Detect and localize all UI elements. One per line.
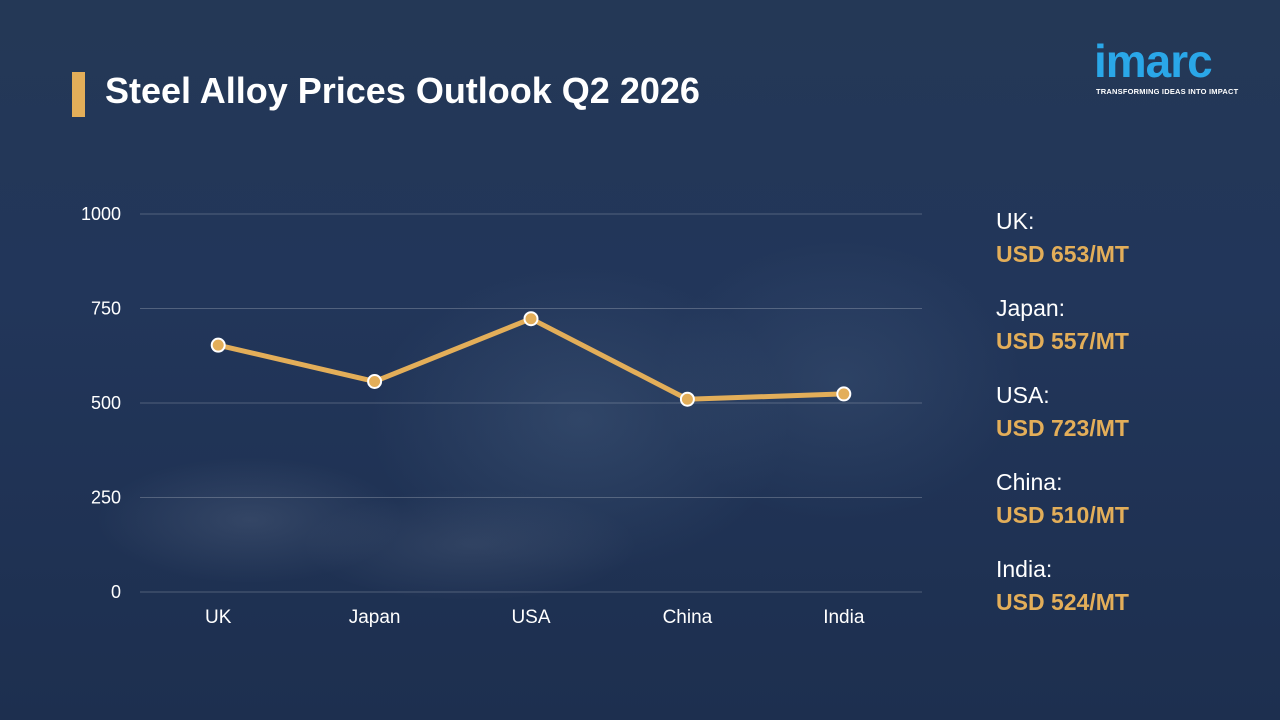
x-tick-label: China <box>663 607 713 628</box>
x-axis-ticks: UK Japan USA China India <box>205 607 865 628</box>
legend-value: USD 510/MT <box>996 502 1129 528</box>
data-point <box>367 373 383 389</box>
legend-item-japan: Japan: USD 557/MT <box>996 292 1256 379</box>
x-tick-label: UK <box>205 607 232 628</box>
series-points <box>210 311 852 407</box>
y-tick-label: 500 <box>91 393 121 413</box>
y-tick-label: 0 <box>111 582 121 602</box>
legend-value: USD 653/MT <box>996 241 1129 267</box>
grid-lines <box>140 213 922 593</box>
logo-text: imarc <box>1094 35 1213 87</box>
legend-country: UK: <box>996 208 1035 234</box>
series-line <box>215 316 847 402</box>
logo-tagline: TRANSFORMING IDEAS INTO IMPACT <box>1096 87 1239 96</box>
legend-country: Japan: <box>996 295 1066 321</box>
line-chart: 0 250 500 750 1000 UK Japan USA China India <box>81 204 922 628</box>
legend-value: USD 723/MT <box>996 415 1129 441</box>
page-title: Steel Alloy Prices Outlook Q2 2026 <box>105 70 700 111</box>
data-point <box>836 386 852 402</box>
legend-item-india: India: USD 524/MT <box>996 553 1256 640</box>
y-tick-label: 1000 <box>81 204 121 224</box>
legend-item-uk: UK: USD 653/MT <box>996 205 1256 292</box>
x-tick-label: USA <box>511 607 550 628</box>
x-tick-label: Japan <box>349 607 401 628</box>
title-accent-bar <box>72 72 85 117</box>
legend-item-china: China: USD 510/MT <box>996 466 1256 553</box>
legend-country: India: <box>996 556 1053 582</box>
y-tick-label: 250 <box>91 488 121 508</box>
data-point <box>679 391 695 407</box>
price-legend: UK: USD 653/MT Japan: USD 557/MT USA: US… <box>996 205 1256 640</box>
y-tick-label: 750 <box>91 299 121 319</box>
data-point <box>210 337 226 353</box>
legend-value: USD 557/MT <box>996 328 1129 354</box>
series-line-layer <box>215 316 847 402</box>
y-axis-ticks: 0 250 500 750 1000 <box>81 204 121 602</box>
legend-country: China: <box>996 469 1063 495</box>
imarc-logo: imarc TRANSFORMING IDEAS INTO IMPACT <box>1092 34 1242 100</box>
legend-value: USD 524/MT <box>996 589 1129 615</box>
data-point <box>523 311 539 327</box>
legend-item-usa: USA: USD 723/MT <box>996 379 1256 466</box>
legend-country: USA: <box>996 382 1050 408</box>
x-tick-label: India <box>823 607 865 628</box>
